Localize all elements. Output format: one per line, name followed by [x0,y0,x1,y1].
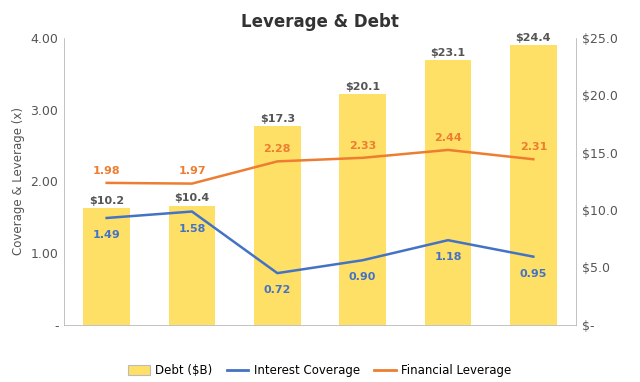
Text: $10.2: $10.2 [89,196,124,206]
Text: 1.49: 1.49 [93,230,120,240]
Text: 1.18: 1.18 [435,253,461,262]
Bar [83,208,130,325]
Text: $20.1: $20.1 [345,82,380,92]
Text: $17.3: $17.3 [260,114,295,124]
Text: $10.4: $10.4 [174,193,210,203]
Y-axis label: Coverage & Leverage (x): Coverage & Leverage (x) [12,107,25,256]
Text: 0.95: 0.95 [520,269,547,279]
Bar [339,94,386,325]
Bar [424,60,472,325]
Text: 2.33: 2.33 [349,141,376,151]
Text: 0.72: 0.72 [264,285,291,295]
Text: 2.44: 2.44 [434,133,462,143]
Title: Leverage & Debt: Leverage & Debt [241,13,399,31]
Text: 2.31: 2.31 [520,142,547,152]
Text: 1.97: 1.97 [178,167,206,176]
Bar [254,126,301,325]
Text: 1.58: 1.58 [179,224,205,234]
Text: 1.98: 1.98 [93,166,120,176]
Legend: Debt ($B), Interest Coverage, Financial Leverage: Debt ($B), Interest Coverage, Financial … [124,359,516,382]
Bar [510,45,557,325]
Text: 2.28: 2.28 [264,144,291,154]
Text: $24.4: $24.4 [516,33,551,43]
Bar [168,206,216,325]
Text: 0.90: 0.90 [349,272,376,282]
Text: $23.1: $23.1 [431,48,465,58]
